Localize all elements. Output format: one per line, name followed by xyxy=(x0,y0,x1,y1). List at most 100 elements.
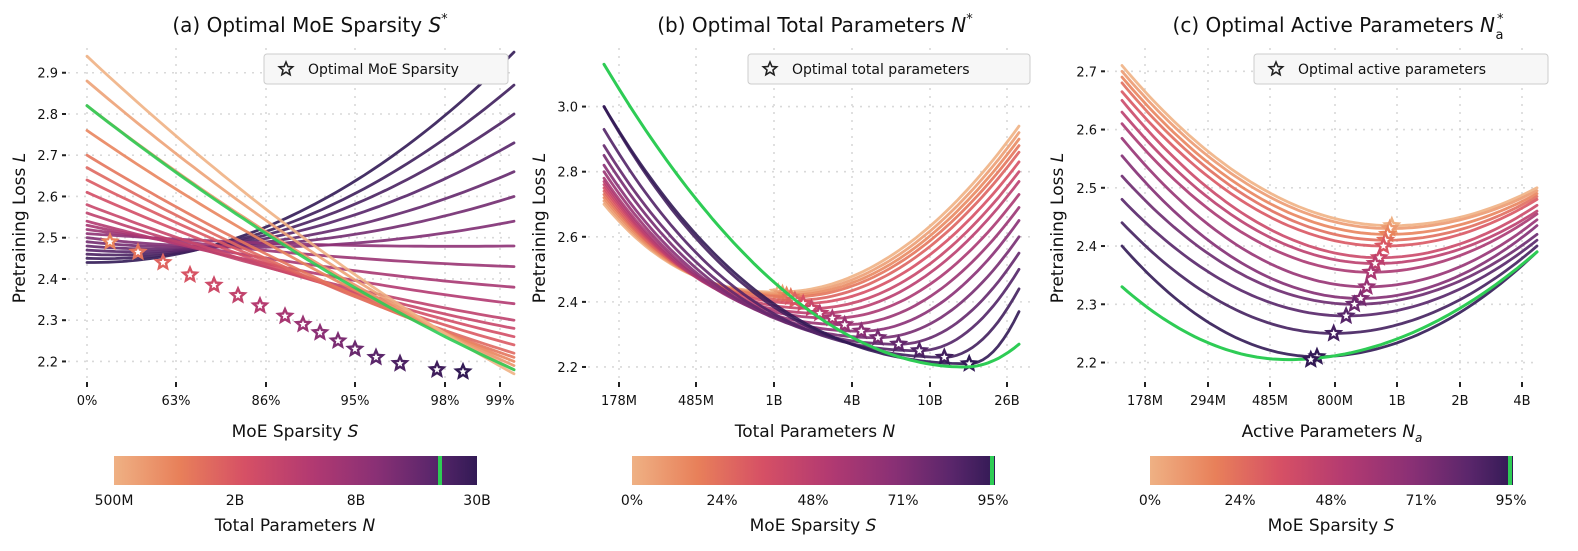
series-line xyxy=(1120,122,1539,274)
xlabel-c: Active Parameters Na xyxy=(1242,422,1423,445)
y-tick-label: 2.6 xyxy=(557,231,578,246)
series-line xyxy=(602,176,1021,320)
optimal-point-star xyxy=(1323,323,1344,342)
colorbar-c-tick: 0% xyxy=(1139,493,1161,509)
colorbar-c-tick: 95% xyxy=(1495,493,1526,509)
colorbar-c-tick: 24% xyxy=(1224,493,1255,509)
colorbar-b-label: MoE Sparsity S xyxy=(750,516,877,536)
x-tick-label: 178M xyxy=(601,394,637,409)
optimal-point-star xyxy=(1361,262,1381,281)
legend-label: Optimal total parameters xyxy=(792,62,970,78)
x-tick-label: 294M xyxy=(1190,394,1226,409)
series-line xyxy=(602,170,1021,327)
x-tick-label: 98% xyxy=(431,394,460,409)
plot-b: 2.2 2.4 2.6 2.8 3.0 178M 485M 1B 4B 10B 26B Optimal… xyxy=(557,48,1034,409)
optimal-point-star xyxy=(1336,305,1356,325)
colorbar-a: 500M 2B 8B 30B Total Parameters N xyxy=(95,456,491,536)
y-tick-label: 2.2 xyxy=(557,361,578,376)
optimal-point-star xyxy=(228,285,248,304)
series-line xyxy=(85,50,516,264)
x-tick-label: 26B xyxy=(994,394,1019,409)
legend-label: Optimal MoE Sparsity xyxy=(308,62,459,78)
plot-a: 2.2 2.3 2.4 2.5 2.6 2.7 2.8 2.9 0% 63% 86% 95% 98% 99… xyxy=(37,48,516,409)
colorbar-a-gradient xyxy=(114,456,477,485)
x-tick-label: 86% xyxy=(252,394,281,409)
colorbar-c-highlight xyxy=(1508,456,1512,485)
series-line xyxy=(1120,81,1539,242)
optimal-point-star xyxy=(427,359,447,378)
x-tick-label: 10B xyxy=(917,394,942,409)
optimal-point-star xyxy=(1301,349,1321,368)
colorbar-b: 0% 24% 48% 71% 95% MoE Sparsity S xyxy=(621,456,1009,536)
title-a: (a) Optimal MoE Sparsity S* xyxy=(172,12,448,37)
y-tick-label: 2.8 xyxy=(37,108,58,123)
optimal-point-star xyxy=(868,327,888,346)
x-tick-label: 2B xyxy=(1451,394,1468,409)
y-tick-label: 2.4 xyxy=(557,296,578,311)
series-line xyxy=(1120,136,1539,289)
colorbar-a-tick: 30B xyxy=(463,493,490,509)
x-tick-label: 178M xyxy=(1127,394,1163,409)
ylabel-a: Pretraining Loss L xyxy=(10,153,30,303)
series-line xyxy=(1120,174,1539,306)
xlabel-b: Total Parameters N xyxy=(734,422,896,442)
x-tick-label: 95% xyxy=(341,394,370,409)
highlight-series-line xyxy=(85,104,516,372)
y-tick-label: 2.6 xyxy=(1076,124,1097,139)
series-line xyxy=(85,83,516,260)
colorbar-a-tick: 2B xyxy=(226,493,245,509)
xlabel-a: MoE Sparsity S xyxy=(232,422,359,442)
series-line xyxy=(85,141,516,254)
legend-star-icon xyxy=(277,59,295,77)
highlight-series-line xyxy=(602,62,1021,369)
y-tick-label: 2.6 xyxy=(37,190,58,205)
series-line xyxy=(85,219,516,249)
colorbar-c-tick: 71% xyxy=(1405,493,1436,509)
series-line xyxy=(1120,99,1539,260)
plot-c: 2.2 2.3 2.4 2.5 2.6 2.7 178M 294M 485M 800M 1B 2B 4B… xyxy=(1076,48,1549,409)
x-tick-label: 0% xyxy=(77,394,98,409)
y-tick-label: 2.4 xyxy=(1076,240,1097,255)
y-tick-label: 2.2 xyxy=(1076,357,1097,372)
series-line xyxy=(85,195,516,249)
optimal-point-star xyxy=(180,264,200,284)
x-tick-label: 800M xyxy=(1317,394,1353,409)
colorbar-c: 0% 24% 48% 71% 95% MoE Sparsity S xyxy=(1139,456,1527,536)
optimal-point-star xyxy=(889,334,909,353)
x-tick-label: 4B xyxy=(1513,394,1530,409)
series-line xyxy=(602,124,1021,294)
y-tick-label: 2.9 xyxy=(37,67,58,82)
series-line xyxy=(602,105,1021,366)
colorbar-c-tick: 48% xyxy=(1315,493,1346,509)
optimal-point-star xyxy=(250,295,270,314)
colorbar-b-tick: 48% xyxy=(797,493,828,509)
optimal-point-star xyxy=(128,242,148,261)
x-tick-label: 1B xyxy=(1388,394,1405,409)
x-tick-label: 485M xyxy=(1252,394,1288,409)
x-tick-label: 485M xyxy=(678,394,714,409)
y-tick-label: 2.3 xyxy=(37,314,58,329)
x-tick-label: 99% xyxy=(486,394,515,409)
series-line xyxy=(1120,75,1539,236)
optimal-point-star xyxy=(153,252,173,271)
optimal-point-star xyxy=(822,308,842,327)
y-tick-label: 2.7 xyxy=(1076,65,1097,80)
optimal-point-star xyxy=(453,361,473,380)
x-tick-label: 63% xyxy=(162,394,191,409)
colorbar-b-tick: 24% xyxy=(706,493,737,509)
legend-star-icon xyxy=(1267,59,1285,77)
colorbar-c-label: MoE Sparsity S xyxy=(1268,516,1395,536)
optimal-point-star xyxy=(851,321,872,340)
series-line xyxy=(85,112,516,257)
optimal-point-star xyxy=(834,314,855,333)
optimal-point-star xyxy=(390,353,410,372)
series-line xyxy=(1120,69,1539,231)
ylabel-b: Pretraining Loss L xyxy=(530,153,550,303)
legend-box xyxy=(1253,53,1549,85)
optimal-point-star xyxy=(366,347,386,366)
optimal-point-star xyxy=(310,322,330,341)
optimal-point-star xyxy=(1373,235,1394,255)
legend-star-icon xyxy=(761,59,779,77)
colorbar-a-highlight xyxy=(438,456,442,485)
